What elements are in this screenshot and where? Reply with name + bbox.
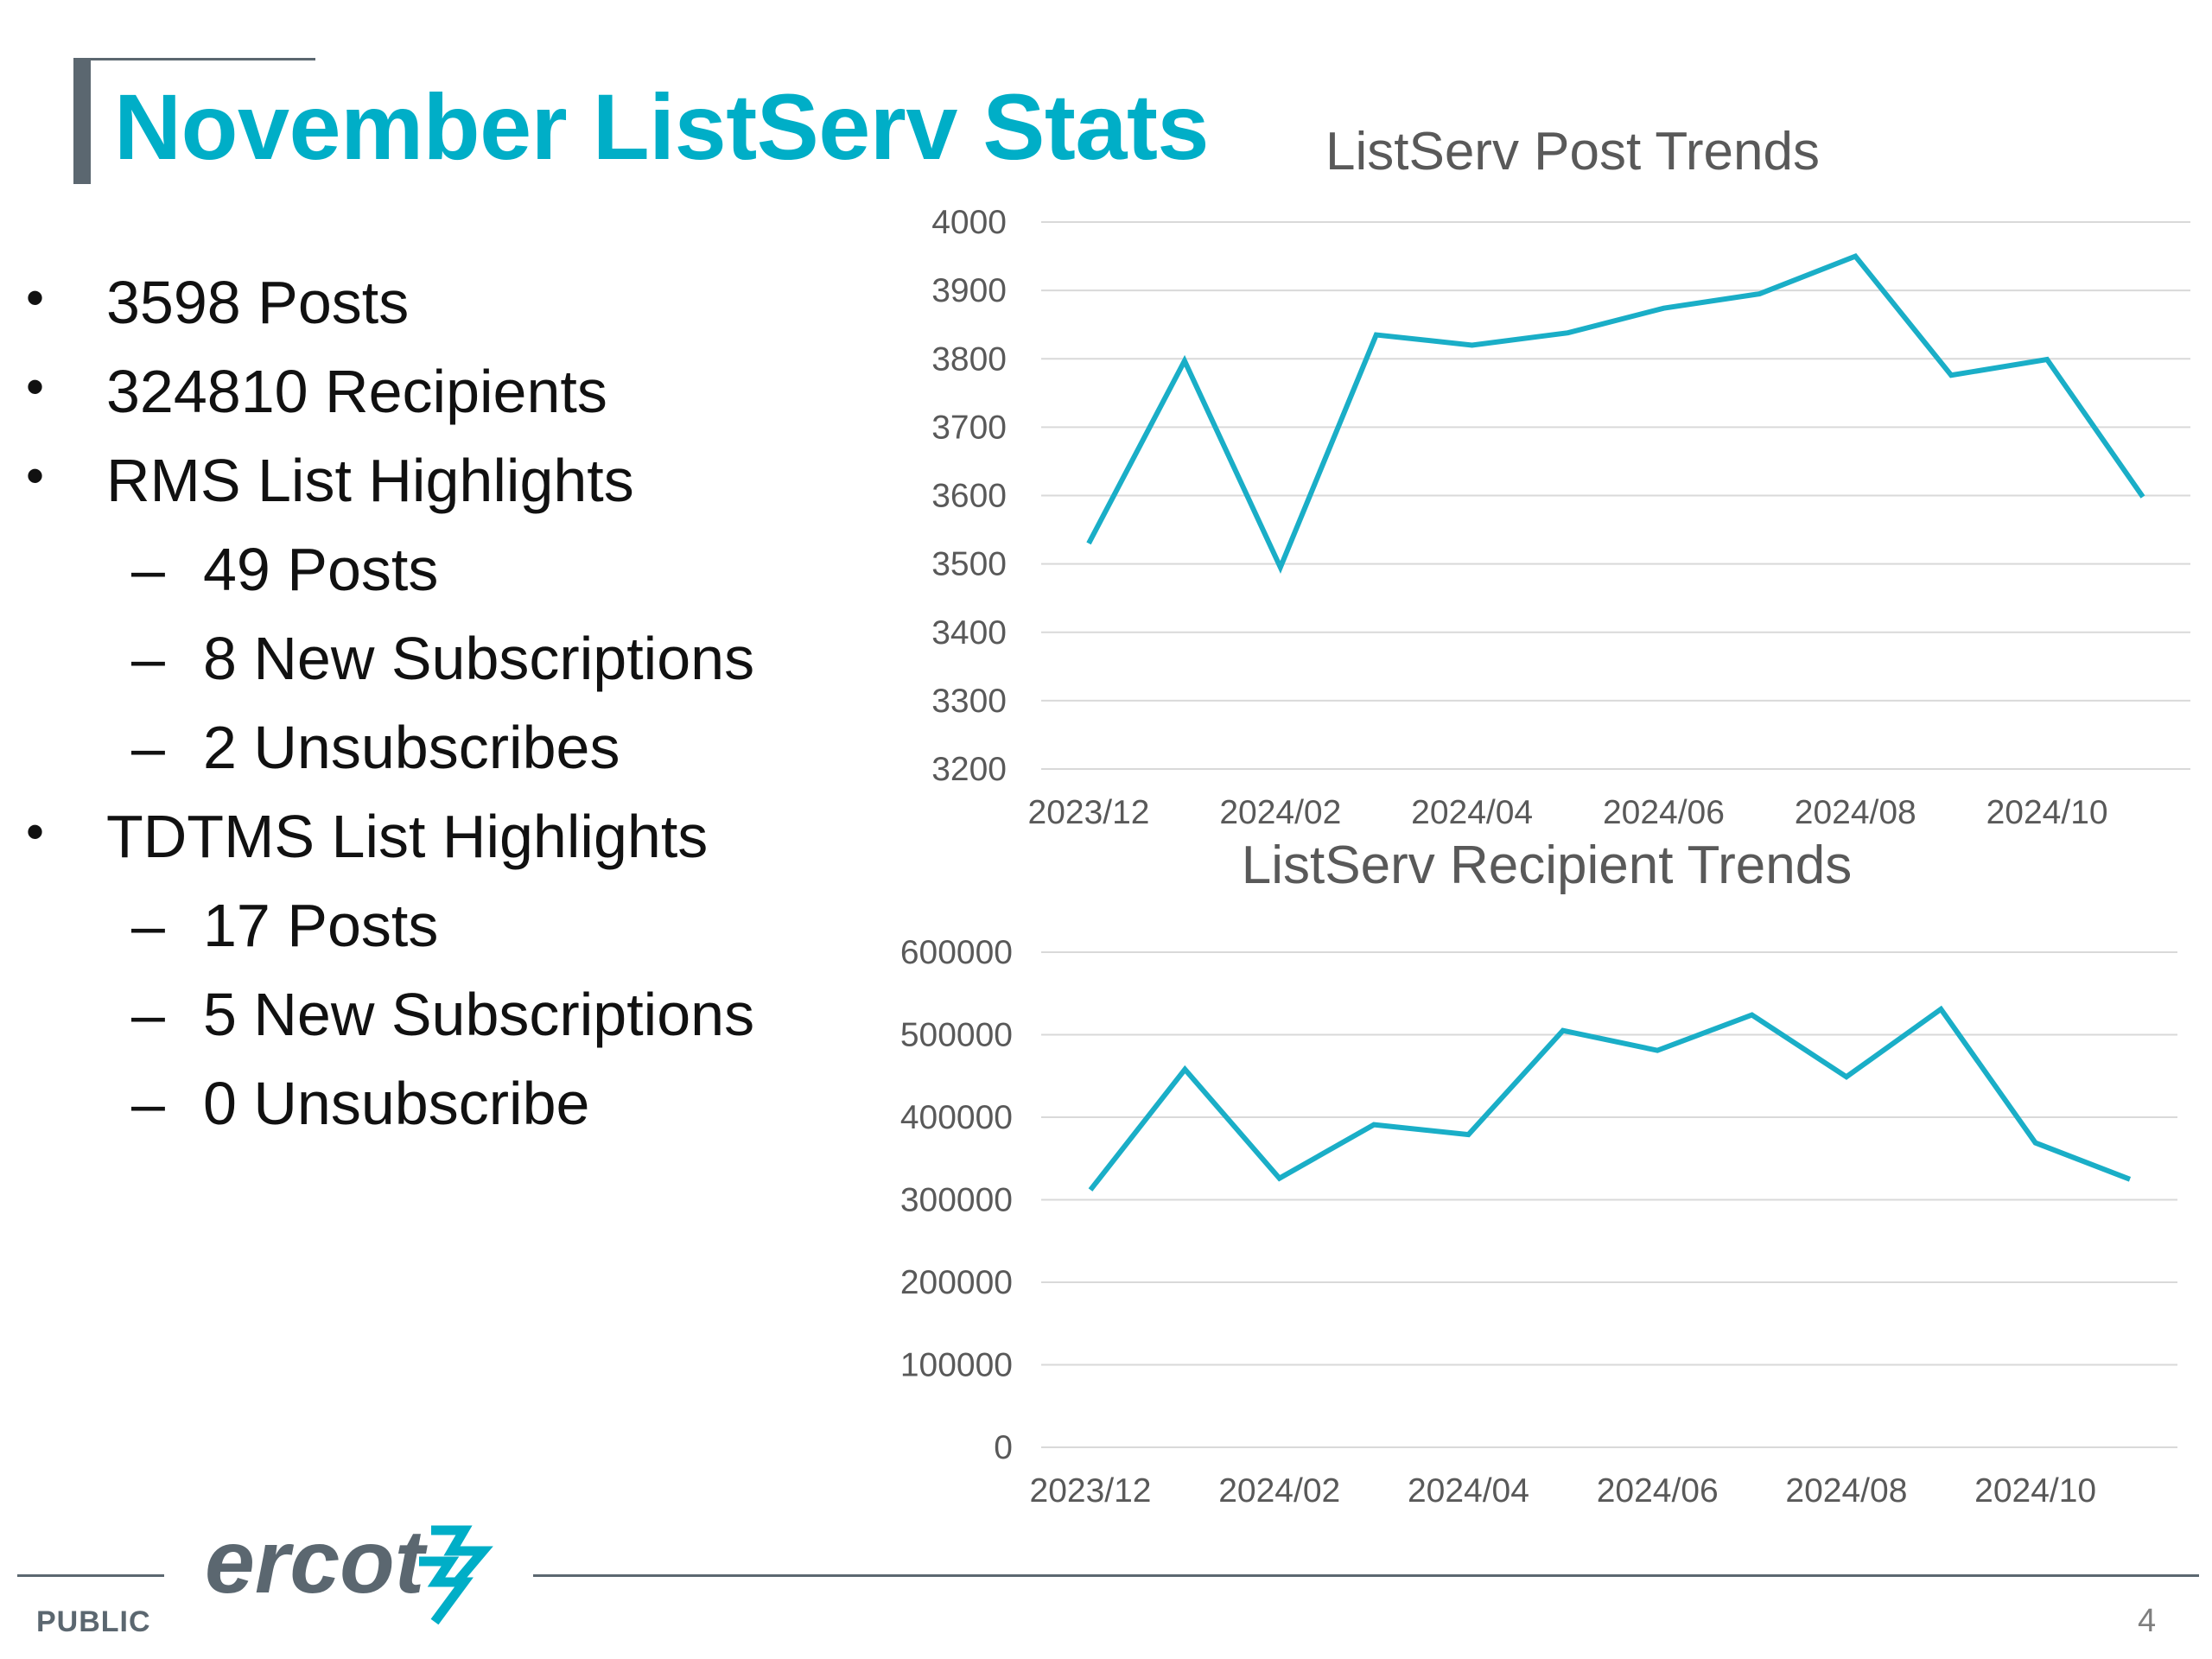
y-tick-label: 3600 bbox=[931, 478, 1007, 515]
chart-svg: ListServ Recipient Trends 600000 500000 400… bbox=[900, 836, 2177, 1510]
bullet-marker: – bbox=[131, 981, 165, 1048]
bullet-text: 49 Posts bbox=[203, 536, 439, 603]
footer-divider-right bbox=[533, 1574, 2199, 1577]
x-tick-label: 2023/12 bbox=[1030, 1472, 1152, 1510]
recipient-trends-chart: ListServ Recipient Trends 600000 500000 400… bbox=[864, 836, 2212, 1542]
page-number: 4 bbox=[2138, 1603, 2157, 1639]
y-tick-label: 200000 bbox=[900, 1264, 1013, 1301]
bullet-marker: • bbox=[26, 269, 45, 327]
logo-wordmark: ercot bbox=[205, 1516, 429, 1612]
bullet-marker: – bbox=[131, 1070, 165, 1137]
y-tick-label: 3700 bbox=[931, 409, 1007, 446]
y-tick-label: 3500 bbox=[931, 546, 1007, 583]
y-tick-label: 0 bbox=[994, 1429, 1013, 1466]
x-tick-label: 2024/10 bbox=[1986, 794, 2108, 831]
y-tick-label: 400000 bbox=[900, 1099, 1013, 1136]
footer-divider-left bbox=[17, 1574, 164, 1577]
bullet-text: 3598 Posts bbox=[106, 269, 410, 336]
x-tick-label: 2024/08 bbox=[1795, 794, 1916, 831]
title-accent-line bbox=[73, 58, 315, 60]
x-tick-label: 2024/02 bbox=[1219, 794, 1341, 831]
chart-svg: ListServ Post Trends 4000 3900 3800 3700 3600… bbox=[931, 122, 2190, 831]
x-tick-label: 2024/06 bbox=[1597, 1472, 1719, 1510]
x-tick-label: 2024/06 bbox=[1603, 794, 1725, 831]
x-tick-label: 2024/08 bbox=[1785, 1472, 1907, 1510]
footer-classification: PUBLIC bbox=[36, 1605, 151, 1638]
y-tick-label: 100000 bbox=[900, 1347, 1013, 1384]
x-tick-label: 2023/12 bbox=[1028, 794, 1150, 831]
post-trends-chart: ListServ Post Trends 4000 3900 3800 3700 3600… bbox=[864, 104, 2212, 851]
chart-title: ListServ Recipient Trends bbox=[1242, 836, 1852, 895]
y-tick-label: 600000 bbox=[900, 934, 1013, 971]
series-line bbox=[1088, 1005, 2132, 1192]
bullet-text: 324810 Recipients bbox=[106, 358, 607, 425]
x-tick-label: 2024/04 bbox=[1411, 794, 1533, 831]
y-tick-label: 3800 bbox=[931, 340, 1007, 378]
ercot-logo: ercot bbox=[205, 1512, 499, 1633]
bullet-marker: • bbox=[26, 358, 45, 416]
bullet-marker: • bbox=[26, 447, 45, 505]
y-tick-label: 300000 bbox=[900, 1182, 1013, 1219]
chart-title: ListServ Post Trends bbox=[1325, 122, 1820, 181]
x-tick-label: 2024/04 bbox=[1408, 1472, 1529, 1510]
y-tick-label: 4000 bbox=[931, 204, 1007, 241]
x-tick-label: 2024/02 bbox=[1218, 1472, 1340, 1510]
bullet-marker: • bbox=[26, 803, 45, 861]
bolt-icon bbox=[419, 1525, 493, 1625]
bullet-marker: – bbox=[131, 714, 165, 781]
y-tick-label: 3400 bbox=[931, 614, 1007, 652]
bullet-text: TDTMS List Highlights bbox=[106, 803, 709, 870]
bullet-text: 17 Posts bbox=[203, 892, 439, 959]
bullet-text: 2 Unsubscribes bbox=[203, 714, 620, 781]
bullet-marker: – bbox=[131, 536, 165, 603]
bullet-marker: – bbox=[131, 625, 165, 692]
x-tick-label: 2024/10 bbox=[1974, 1472, 2096, 1510]
bullet-text: 8 New Subscriptions bbox=[203, 625, 755, 692]
y-tick-label: 3300 bbox=[931, 683, 1007, 720]
bullet-text: 5 New Subscriptions bbox=[203, 981, 755, 1048]
title-accent-bar bbox=[73, 58, 91, 184]
bullet-text: RMS List Highlights bbox=[106, 447, 634, 514]
bullet-marker: – bbox=[131, 892, 165, 959]
series-line bbox=[1086, 252, 2145, 575]
y-tick-label: 3900 bbox=[931, 272, 1007, 309]
bullet-text: 0 Unsubscribe bbox=[203, 1070, 590, 1137]
slide-title: November ListServ Stats bbox=[114, 74, 1210, 179]
y-tick-label: 3200 bbox=[931, 751, 1007, 788]
y-tick-label: 500000 bbox=[900, 1017, 1013, 1054]
